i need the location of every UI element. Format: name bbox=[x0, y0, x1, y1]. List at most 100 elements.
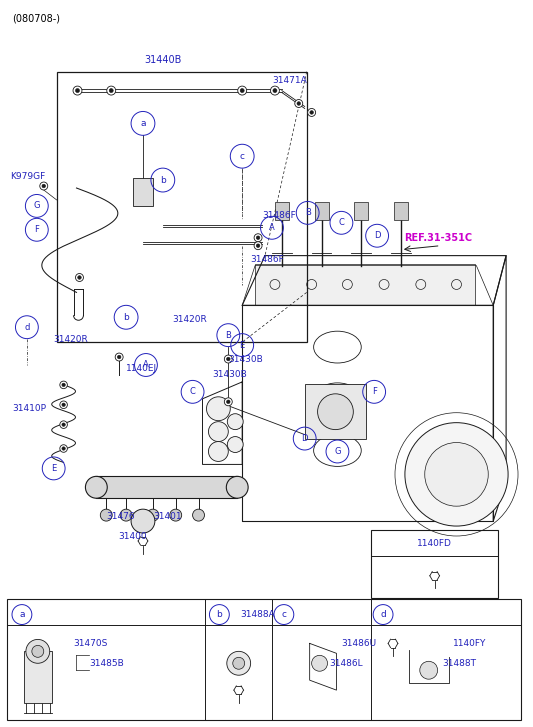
Circle shape bbox=[76, 89, 79, 92]
Circle shape bbox=[208, 422, 228, 441]
Text: B: B bbox=[305, 209, 311, 217]
Text: F: F bbox=[34, 225, 39, 234]
Text: b: b bbox=[160, 175, 166, 185]
Bar bbox=[24, 651, 52, 703]
Circle shape bbox=[42, 184, 45, 188]
Text: d: d bbox=[380, 610, 386, 619]
Circle shape bbox=[78, 276, 81, 279]
Text: 31476: 31476 bbox=[106, 512, 135, 521]
Circle shape bbox=[227, 357, 230, 361]
Text: b: b bbox=[123, 313, 129, 322]
Circle shape bbox=[270, 86, 279, 95]
Bar bbox=[305, 384, 366, 438]
Circle shape bbox=[312, 655, 327, 671]
Circle shape bbox=[227, 651, 251, 675]
Circle shape bbox=[26, 640, 50, 663]
Text: c: c bbox=[281, 610, 286, 619]
Bar bbox=[371, 530, 498, 598]
Circle shape bbox=[100, 509, 112, 521]
Circle shape bbox=[60, 445, 67, 452]
Circle shape bbox=[254, 241, 262, 249]
Circle shape bbox=[227, 476, 248, 498]
Circle shape bbox=[60, 381, 67, 389]
Bar bbox=[394, 202, 408, 220]
Circle shape bbox=[120, 509, 132, 521]
Circle shape bbox=[240, 89, 244, 92]
Text: 31485B: 31485B bbox=[90, 659, 124, 668]
Text: 31471A: 31471A bbox=[272, 76, 306, 85]
Text: 31488A: 31488A bbox=[240, 610, 275, 619]
Text: G: G bbox=[34, 201, 40, 210]
Circle shape bbox=[425, 443, 488, 506]
Text: K979GF: K979GF bbox=[10, 172, 45, 180]
Text: D: D bbox=[302, 434, 308, 443]
Circle shape bbox=[62, 447, 66, 450]
Text: 1140FD: 1140FD bbox=[417, 539, 452, 548]
Circle shape bbox=[62, 423, 66, 426]
Circle shape bbox=[115, 353, 123, 361]
Text: 1140FY: 1140FY bbox=[453, 639, 486, 648]
Bar bbox=[275, 202, 289, 220]
Text: 31410P: 31410P bbox=[12, 404, 46, 413]
Circle shape bbox=[256, 236, 260, 239]
Circle shape bbox=[254, 234, 262, 241]
Text: a: a bbox=[140, 119, 146, 128]
Text: 31401: 31401 bbox=[153, 512, 182, 521]
Bar bbox=[96, 476, 237, 498]
Bar bbox=[354, 202, 368, 220]
Text: 31430B: 31430B bbox=[213, 371, 247, 379]
Text: 31430B: 31430B bbox=[228, 355, 263, 364]
Circle shape bbox=[60, 401, 67, 409]
Text: REF.31-351C: REF.31-351C bbox=[404, 233, 472, 243]
Text: 31470S: 31470S bbox=[74, 639, 108, 648]
Circle shape bbox=[297, 102, 301, 105]
Bar bbox=[255, 264, 475, 305]
Text: (080708-): (080708-) bbox=[12, 14, 60, 24]
Circle shape bbox=[147, 509, 159, 521]
Circle shape bbox=[206, 397, 230, 421]
Circle shape bbox=[227, 414, 243, 430]
Text: A: A bbox=[269, 223, 275, 233]
Text: E: E bbox=[239, 341, 245, 350]
Circle shape bbox=[308, 108, 316, 116]
Circle shape bbox=[208, 441, 228, 462]
Circle shape bbox=[62, 383, 66, 387]
Bar bbox=[314, 202, 328, 220]
Circle shape bbox=[60, 421, 67, 428]
Text: 31486U: 31486U bbox=[342, 639, 376, 648]
Circle shape bbox=[117, 356, 121, 359]
Circle shape bbox=[405, 422, 508, 526]
Circle shape bbox=[107, 86, 116, 95]
Circle shape bbox=[295, 100, 303, 108]
Text: 31420R: 31420R bbox=[173, 315, 207, 324]
Text: C: C bbox=[338, 218, 344, 228]
Circle shape bbox=[85, 476, 107, 498]
Text: A: A bbox=[143, 361, 149, 369]
Circle shape bbox=[192, 509, 205, 521]
Text: F: F bbox=[372, 387, 377, 396]
Circle shape bbox=[233, 657, 245, 670]
Circle shape bbox=[73, 86, 82, 95]
Circle shape bbox=[310, 111, 313, 114]
Bar bbox=[7, 598, 521, 720]
Bar bbox=[133, 178, 153, 206]
Text: a: a bbox=[19, 610, 25, 619]
Circle shape bbox=[273, 89, 277, 92]
Text: 31400: 31400 bbox=[119, 531, 147, 540]
Text: 1140EJ: 1140EJ bbox=[126, 364, 157, 374]
Text: E: E bbox=[51, 464, 56, 473]
Text: 31486F: 31486F bbox=[262, 212, 296, 220]
Text: 31486F: 31486F bbox=[250, 255, 284, 264]
Circle shape bbox=[109, 89, 113, 92]
Text: 31488T: 31488T bbox=[442, 659, 477, 668]
Circle shape bbox=[256, 244, 260, 247]
Text: B: B bbox=[225, 331, 231, 340]
Circle shape bbox=[227, 400, 230, 403]
Text: c: c bbox=[240, 152, 245, 161]
Circle shape bbox=[224, 398, 232, 406]
Circle shape bbox=[227, 437, 243, 452]
Circle shape bbox=[420, 662, 438, 679]
Circle shape bbox=[32, 646, 44, 657]
Circle shape bbox=[40, 182, 48, 190]
Text: 31420R: 31420R bbox=[54, 334, 88, 344]
